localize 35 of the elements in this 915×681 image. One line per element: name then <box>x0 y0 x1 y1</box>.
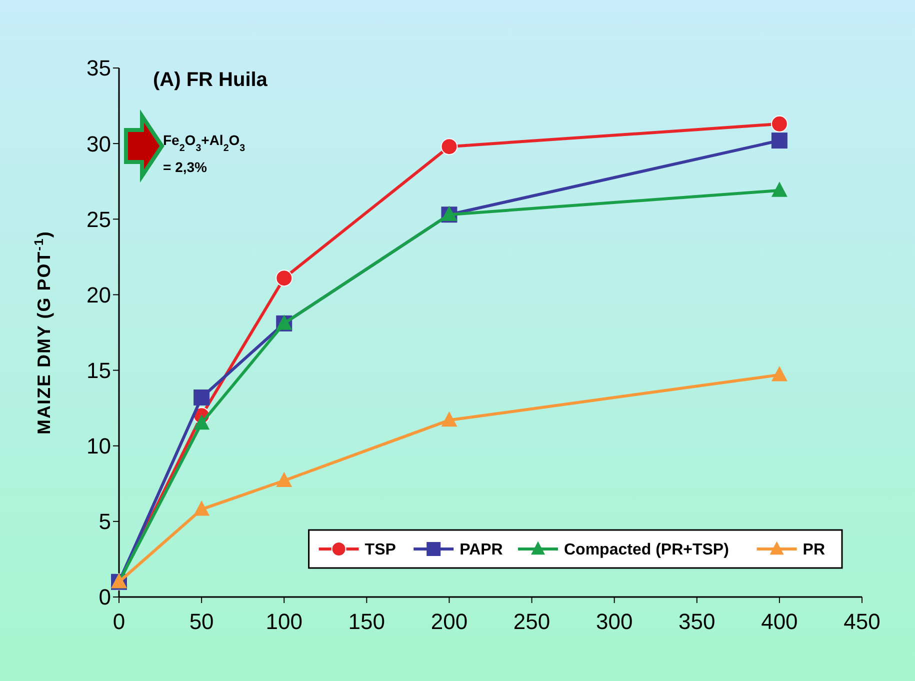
x-tick-label: 50 <box>189 609 214 634</box>
x-tick-label: 250 <box>513 609 550 634</box>
point <box>441 411 458 427</box>
y-tick-label: 20 <box>86 282 111 308</box>
legend-label: PR <box>802 542 826 559</box>
annotation: Fe$_{2}$O$_{3}$+Al$_{2}$O$_{3}$ <box>163 132 246 154</box>
x-tick-label: 150 <box>348 609 386 634</box>
point <box>771 366 788 382</box>
y-tick-label: 10 <box>86 434 111 459</box>
point <box>194 389 210 406</box>
point <box>440 138 458 156</box>
annotation: (A) FR Huila <box>153 69 268 91</box>
x-tick-label: 200 <box>430 609 468 634</box>
point <box>276 472 292 488</box>
x-tick-label: 350 <box>678 609 716 634</box>
point <box>771 132 788 149</box>
point <box>771 182 788 197</box>
x-tick-label: 450 <box>844 609 880 634</box>
point <box>194 414 210 430</box>
x-tick-label: 300 <box>596 609 633 634</box>
y-tick-label: 15 <box>86 358 111 383</box>
legend-label: Compacted (PR+TSP) <box>564 542 729 559</box>
x-tick-label: 400 <box>761 609 798 634</box>
x-tick-label: 100 <box>266 609 302 634</box>
y-tick-label: 0 <box>98 584 111 610</box>
point <box>194 500 210 516</box>
y-tick-label: 35 <box>86 56 111 81</box>
legend-label: TSP <box>364 542 396 559</box>
annotation: = 2,3% <box>163 159 208 175</box>
y-tick-label: 25 <box>86 206 111 232</box>
point <box>770 115 788 132</box>
legend-label: PAPR <box>460 542 504 559</box>
y-tick-label: 5 <box>98 509 111 534</box>
y-tick-label: 30 <box>86 131 111 156</box>
point <box>276 270 293 287</box>
